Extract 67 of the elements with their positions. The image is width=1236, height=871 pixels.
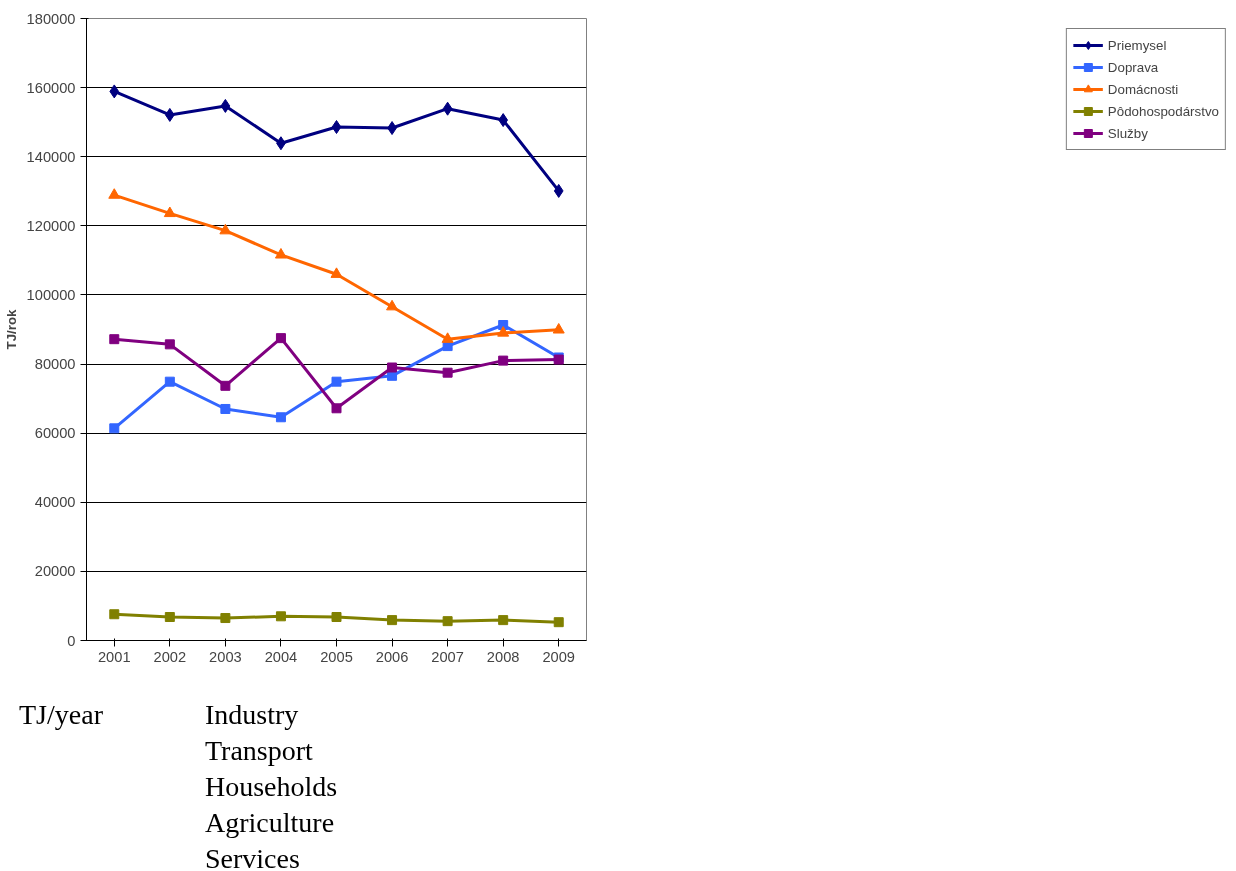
point	[109, 334, 120, 345]
x-tick-label: 2002	[153, 648, 187, 665]
x-tick-label: 2007	[431, 648, 464, 665]
point	[442, 367, 453, 378]
x-tick-label: 2001	[97, 648, 131, 665]
point	[387, 362, 398, 373]
text: Transport	[205, 734, 313, 768]
point	[498, 355, 509, 366]
point	[498, 615, 509, 626]
x-tick-label: 2004	[264, 648, 298, 665]
point	[109, 84, 120, 99]
y-tick-label: 140000	[26, 148, 76, 165]
point	[275, 333, 286, 344]
y-tick-label: 0	[67, 632, 76, 649]
point	[552, 322, 565, 334]
point	[220, 403, 231, 414]
text: TJ/year	[19, 698, 103, 732]
x-tick-label: 2008	[486, 648, 520, 665]
point	[441, 332, 454, 343]
x-tick-label: 2009	[542, 648, 576, 665]
y-tick-label: 120000	[26, 217, 76, 234]
point	[109, 609, 120, 620]
point	[553, 617, 564, 628]
text: Industry	[205, 698, 299, 732]
y-tick-label: 180000	[26, 10, 76, 27]
point	[220, 98, 231, 113]
point	[219, 223, 232, 235]
text: Agriculture	[205, 806, 335, 840]
point	[163, 206, 176, 218]
point	[387, 615, 398, 626]
point	[164, 612, 175, 622]
point	[274, 248, 287, 259]
point	[331, 376, 342, 387]
point	[330, 267, 343, 278]
point	[386, 299, 399, 311]
y-tick-label: 100000	[26, 286, 76, 303]
point	[331, 403, 342, 414]
legend-label: Služby	[1107, 125, 1148, 141]
legend-label: Pôdohospodárstvo	[1107, 103, 1219, 119]
legend-label: Priemysel	[1107, 37, 1167, 53]
point	[442, 101, 453, 116]
text: Services	[205, 842, 300, 871]
text: Households	[205, 770, 338, 804]
point	[442, 616, 453, 627]
y-tick-label: 20000	[34, 563, 76, 580]
x-tick-label: 2003	[209, 648, 242, 665]
y-tick-label: 40000	[34, 494, 76, 511]
y-axis-title: TJ/rok	[3, 308, 19, 350]
point	[553, 183, 564, 198]
point	[164, 339, 175, 350]
point	[331, 120, 342, 134]
point	[164, 376, 175, 387]
point	[497, 326, 510, 337]
point	[275, 412, 286, 423]
legend-label: Domácnosti	[1107, 81, 1179, 97]
x-tick-label: 2006	[375, 648, 409, 665]
x-tick-label: 2005	[320, 648, 353, 665]
y-tick-label: 60000	[34, 425, 76, 442]
point	[220, 613, 231, 624]
point	[275, 611, 286, 622]
y-tick-label: 80000	[34, 356, 76, 373]
legend-label: Doprava	[1107, 59, 1159, 75]
point	[331, 612, 342, 622]
point	[108, 188, 121, 199]
point	[220, 380, 231, 391]
y-tick-label: 160000	[26, 79, 76, 96]
point	[109, 423, 120, 434]
